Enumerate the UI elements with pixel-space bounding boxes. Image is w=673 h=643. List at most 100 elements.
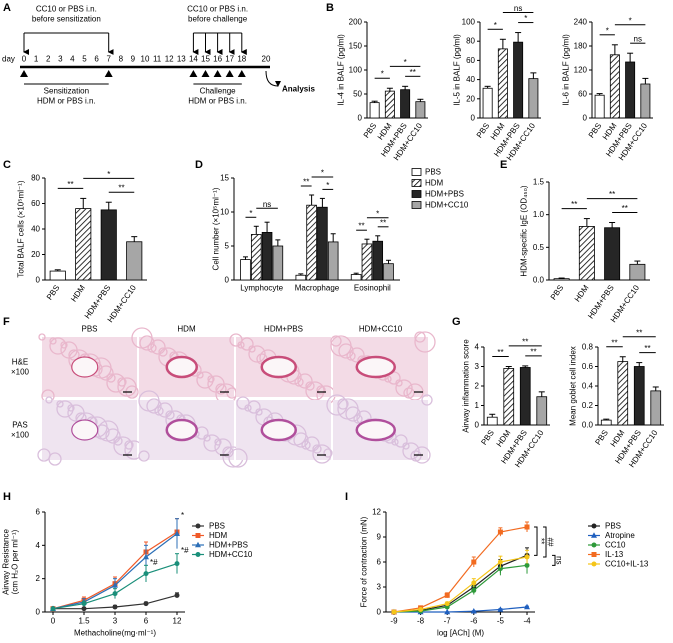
y-tick-label: 0 <box>583 114 588 123</box>
x-tick-label: 0 <box>51 617 56 626</box>
bar <box>486 416 498 426</box>
pretreat-label: CC10 or PBS i.n. <box>36 5 97 14</box>
x-tick-label: -5 <box>497 617 505 626</box>
challenge-triangle <box>201 70 210 77</box>
day-number: 14 <box>189 55 198 64</box>
x-tick-label: 6 <box>144 617 149 626</box>
marker <box>174 561 180 567</box>
series-line <box>393 606 528 613</box>
bar <box>503 368 515 426</box>
bar <box>625 61 636 119</box>
tissue-texture <box>49 337 67 355</box>
y-tick-label: 0.5 <box>533 243 545 252</box>
tissue-texture <box>106 373 116 383</box>
x-tick-label: Eosinophil <box>354 284 391 293</box>
marker <box>524 603 531 610</box>
bar <box>536 396 548 426</box>
tissue-texture <box>113 436 123 446</box>
tissue-texture <box>207 375 215 383</box>
airway <box>165 418 198 442</box>
tissue-texture <box>98 365 114 381</box>
marker <box>444 601 450 607</box>
marker <box>444 592 450 598</box>
day-number: 18 <box>237 55 246 64</box>
significance-label: ** <box>622 204 628 213</box>
y-axis-label: Mean goblet cell index <box>569 346 578 426</box>
bar <box>617 361 629 426</box>
bar <box>261 231 273 281</box>
airway <box>355 418 396 442</box>
bar <box>640 83 651 119</box>
y-axis-label: HDM-specific IgE (OD₄₅₀) <box>520 185 529 276</box>
legend-label: HDM <box>209 531 228 540</box>
x-tick-label: PBS <box>45 283 62 301</box>
bar <box>600 419 612 426</box>
x-tick-label: -8 <box>417 617 425 626</box>
bar <box>295 274 307 281</box>
day-number: 8 <box>119 55 124 64</box>
marker <box>418 607 424 612</box>
challenge-triangle <box>189 70 198 77</box>
marker <box>143 601 149 607</box>
tissue-texture <box>56 400 64 408</box>
day-number: 6 <box>94 55 99 64</box>
y-tick-label: 6 <box>377 558 382 567</box>
significance-label: * <box>524 14 527 23</box>
challenge-triangle <box>104 70 113 77</box>
x-tick-label: 3 <box>113 617 118 626</box>
marker <box>591 561 597 567</box>
panel-label: F <box>3 316 10 328</box>
tissue-texture <box>345 406 361 422</box>
tissue-texture <box>157 402 173 418</box>
y-tick-label: 0 <box>471 114 476 123</box>
y-axis-label: Airway Resistance <box>2 529 11 595</box>
tissue-texture <box>312 444 322 454</box>
day-number: 16 <box>213 55 222 64</box>
y-tick-label: 3 <box>377 583 382 592</box>
row-label: ×100 <box>11 368 30 377</box>
tissue-texture <box>338 343 354 359</box>
y-tick-label: 4 <box>36 541 41 550</box>
bar <box>633 366 645 426</box>
analysis-label: Analysis <box>282 85 315 94</box>
significance-bracket <box>534 526 538 556</box>
annotation: *# <box>181 546 189 555</box>
y-tick-label: 20 <box>466 94 475 103</box>
y-tick-label: 100 <box>349 66 363 75</box>
bar <box>553 278 570 281</box>
analysis-arrow <box>265 70 282 87</box>
x-tick-label: 12 <box>173 617 182 626</box>
bar <box>650 390 662 426</box>
tissue-texture <box>60 341 68 349</box>
day-number: 0 <box>22 55 27 64</box>
panel-label: G <box>452 316 461 328</box>
bar <box>369 102 380 119</box>
legend-label: Atropine <box>605 531 635 540</box>
row-label: H&E <box>12 358 28 367</box>
y-tick-label: 1 <box>475 401 480 410</box>
y-tick-label: 240 <box>574 18 588 27</box>
significance-label: ** <box>497 348 503 357</box>
tissue-texture <box>293 432 309 448</box>
legend-label: HDM+PBS <box>425 190 464 199</box>
y-tick-label: 0.0 <box>533 276 545 285</box>
airway <box>71 419 99 441</box>
tissue-texture <box>228 448 248 468</box>
row-label: ×100 <box>11 431 30 440</box>
challenge-triangle <box>213 70 222 77</box>
y-tick-label: 60 <box>578 90 587 99</box>
tissue-texture <box>330 335 342 347</box>
significance-label: ** <box>358 222 364 231</box>
airway <box>355 355 396 379</box>
bar <box>100 209 117 281</box>
bar <box>317 206 328 281</box>
tissue-texture <box>337 398 359 420</box>
tissue-texture <box>138 450 150 462</box>
column-title: HDM <box>177 325 196 334</box>
tissue-texture <box>414 331 426 343</box>
significance-label: ** <box>611 338 617 347</box>
marker <box>471 580 477 586</box>
y-tick-label: 6 <box>36 508 41 517</box>
marker <box>81 606 87 612</box>
